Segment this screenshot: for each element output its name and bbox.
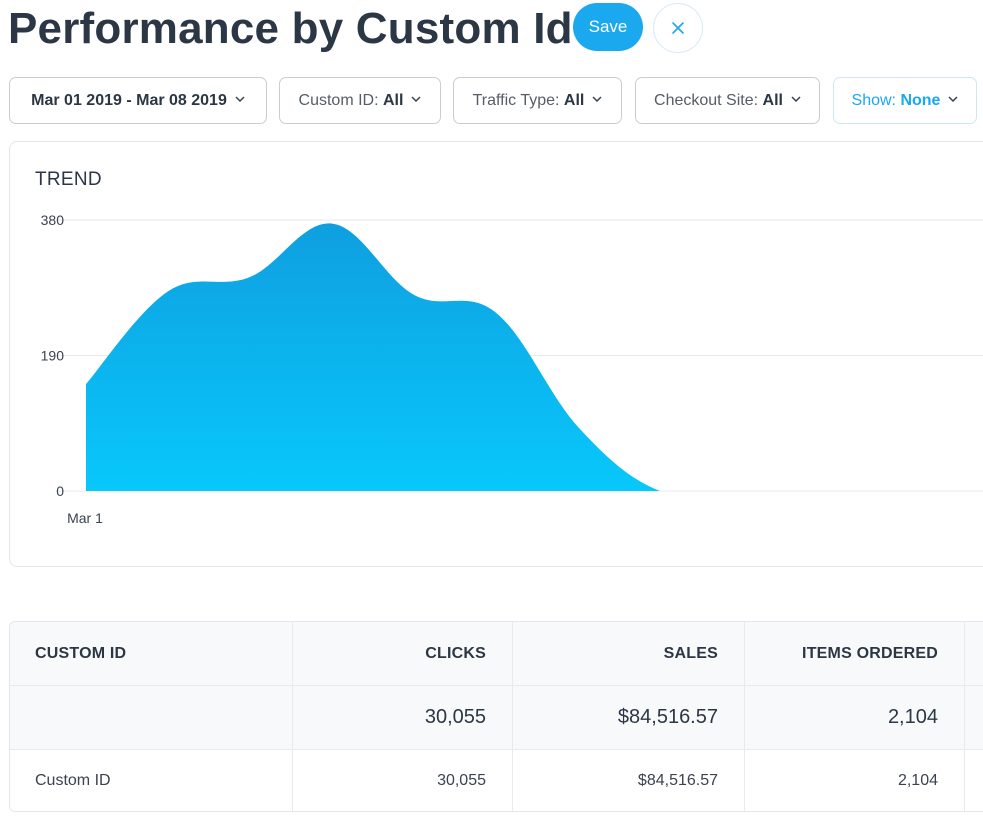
checkout-site-filter-value: All [762,91,783,109]
column-header-items-ordered[interactable]: ITEMS ORDERED [745,622,965,685]
traffic-type-filter-label: Traffic Type: [472,91,560,109]
totals-sales: $84,516.57 [513,686,745,749]
save-button[interactable]: Save [573,3,643,51]
close-button[interactable] [653,3,703,53]
chart-title: TREND [35,169,102,190]
table-header-row: CUSTOM ID CLICKS SALES ITEMS ORDERED [10,622,983,686]
row-clicks: 30,055 [293,750,513,811]
custom-id-table: CUSTOM ID CLICKS SALES ITEMS ORDERED 30,… [9,621,983,812]
trend-chart: 380 190 0 Mar 1 [41,212,983,526]
chevron-down-icon [592,96,602,102]
show-filter[interactable]: Show: None [833,77,977,124]
page-title: Performance by Custom Id [8,4,573,53]
totals-clicks: 30,055 [293,686,513,749]
y-tick-label: 0 [56,483,64,499]
checkout-site-filter-label: Checkout Site: [654,91,759,109]
custom-id-filter-label: Custom ID: [298,91,379,109]
custom-id-filter[interactable]: Custom ID: All [279,77,441,124]
column-header-custom-id[interactable]: CUSTOM ID [10,622,293,685]
chevron-down-icon [235,96,245,102]
show-filter-label: Show: [851,91,896,109]
date-range-filter[interactable]: Mar 01 2019 - Mar 08 2019 [9,77,267,124]
column-header-sales[interactable]: SALES [513,622,745,685]
traffic-type-filter[interactable]: Traffic Type: All [453,77,622,124]
totals-items-ordered: 2,104 [745,686,965,749]
chevron-down-icon [948,96,958,102]
chevron-down-icon [791,96,801,102]
table-row[interactable]: Custom ID 30,055 $84,516.57 2,104 [10,750,983,811]
chevron-down-icon [411,96,421,102]
row-custom-id: Custom ID [10,750,293,811]
y-tick-label: 190 [41,348,65,364]
totals-overflow [965,686,983,749]
date-range-label: Mar 01 2019 - Mar 08 2019 [31,91,227,109]
column-header-overflow [965,622,983,685]
row-overflow [965,750,983,811]
close-icon [672,22,684,34]
totals-custom-id [10,686,293,749]
row-sales: $84,516.57 [513,750,745,811]
show-filter-value: None [900,91,941,109]
column-header-clicks[interactable]: CLICKS [293,622,513,685]
traffic-type-filter-value: All [563,91,585,109]
table-totals-row: 30,055 $84,516.57 2,104 [10,686,983,750]
x-tick-label: Mar 1 [67,510,103,526]
y-tick-label: 380 [41,212,65,228]
checkout-site-filter[interactable]: Checkout Site: All [635,77,820,124]
trend-area-series [86,223,824,491]
custom-id-filter-value: All [383,91,404,109]
row-items-ordered: 2,104 [745,750,965,811]
